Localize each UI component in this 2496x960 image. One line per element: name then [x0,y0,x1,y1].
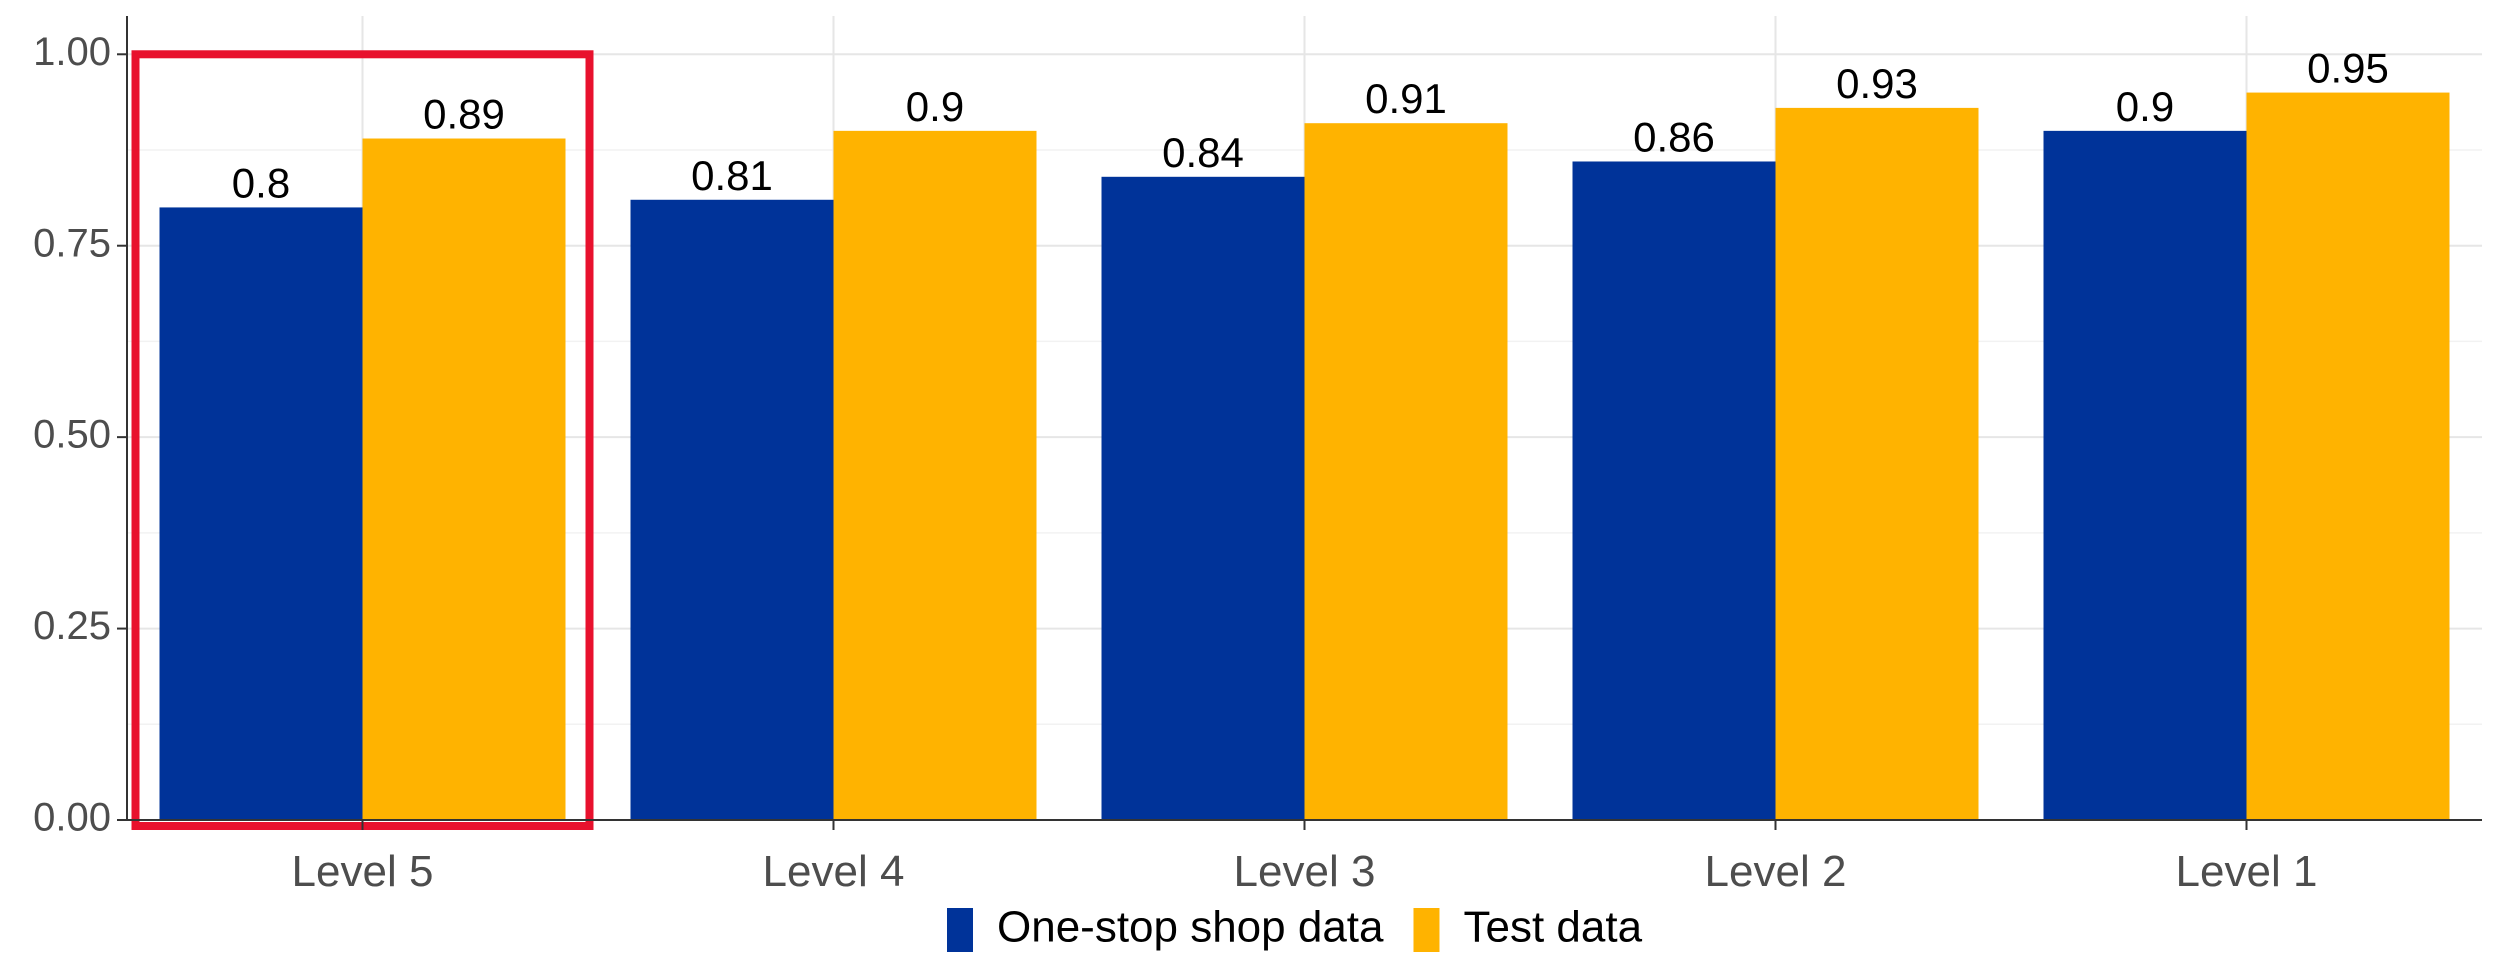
data-label: 0.89 [423,91,505,138]
data-label: 0.81 [691,152,773,199]
bar-one-stop-shop-4 [2043,130,2247,820]
x-tick-label: Level 3 [1234,847,1376,896]
y-axis-ticks: 0.00 0.25 0.50 0.75 1.00 [33,30,127,840]
bar-test-4 [2246,92,2450,821]
data-label: 0.9 [906,83,964,130]
bar-test-0 [362,138,566,820]
legend: One-stop shop data Test data [947,903,1643,952]
y-tick-label: 0.00 [33,796,111,840]
data-label: 0.91 [1365,75,1447,122]
bar-one-stop-shop-2 [1101,176,1305,821]
y-tick-label: 0.75 [33,221,111,265]
x-axis-ticks: Level 5 Level 4 Level 3 Level 2 Level 1 [292,820,2318,896]
data-labels: 0.8 0.81 0.84 0.86 0.9 0.89 0.9 0.91 0.93 0.95 [232,45,2389,207]
data-label: 0.8 [232,159,290,206]
data-label: 0.93 [1836,60,1918,107]
bar-test-1 [833,130,1037,820]
bars [159,92,2450,821]
x-tick-label: Level 5 [292,847,434,896]
x-tick-label: Level 4 [763,847,905,896]
legend-swatch [1413,908,1440,952]
legend-label: One-stop shop data [997,903,1384,952]
legend-label: Test data [1463,903,1642,952]
bar-one-stop-shop-0 [159,207,363,820]
bar-test-3 [1775,107,1979,820]
y-tick-label: 1.00 [33,30,111,74]
data-label: 0.9 [2116,83,2174,130]
data-label: 0.95 [2307,45,2389,92]
x-tick-label: Level 2 [1705,847,1847,896]
bar-one-stop-shop-3 [1572,161,1776,820]
data-label: 0.86 [1633,113,1715,160]
y-tick-label: 0.50 [33,413,111,457]
data-label: 0.84 [1162,129,1244,176]
legend-swatch [947,908,973,952]
bar-test-2 [1304,123,1508,820]
y-tick-label: 0.25 [33,604,111,648]
x-tick-label: Level 1 [2176,847,2318,896]
bar-one-stop-shop-1 [630,199,834,820]
